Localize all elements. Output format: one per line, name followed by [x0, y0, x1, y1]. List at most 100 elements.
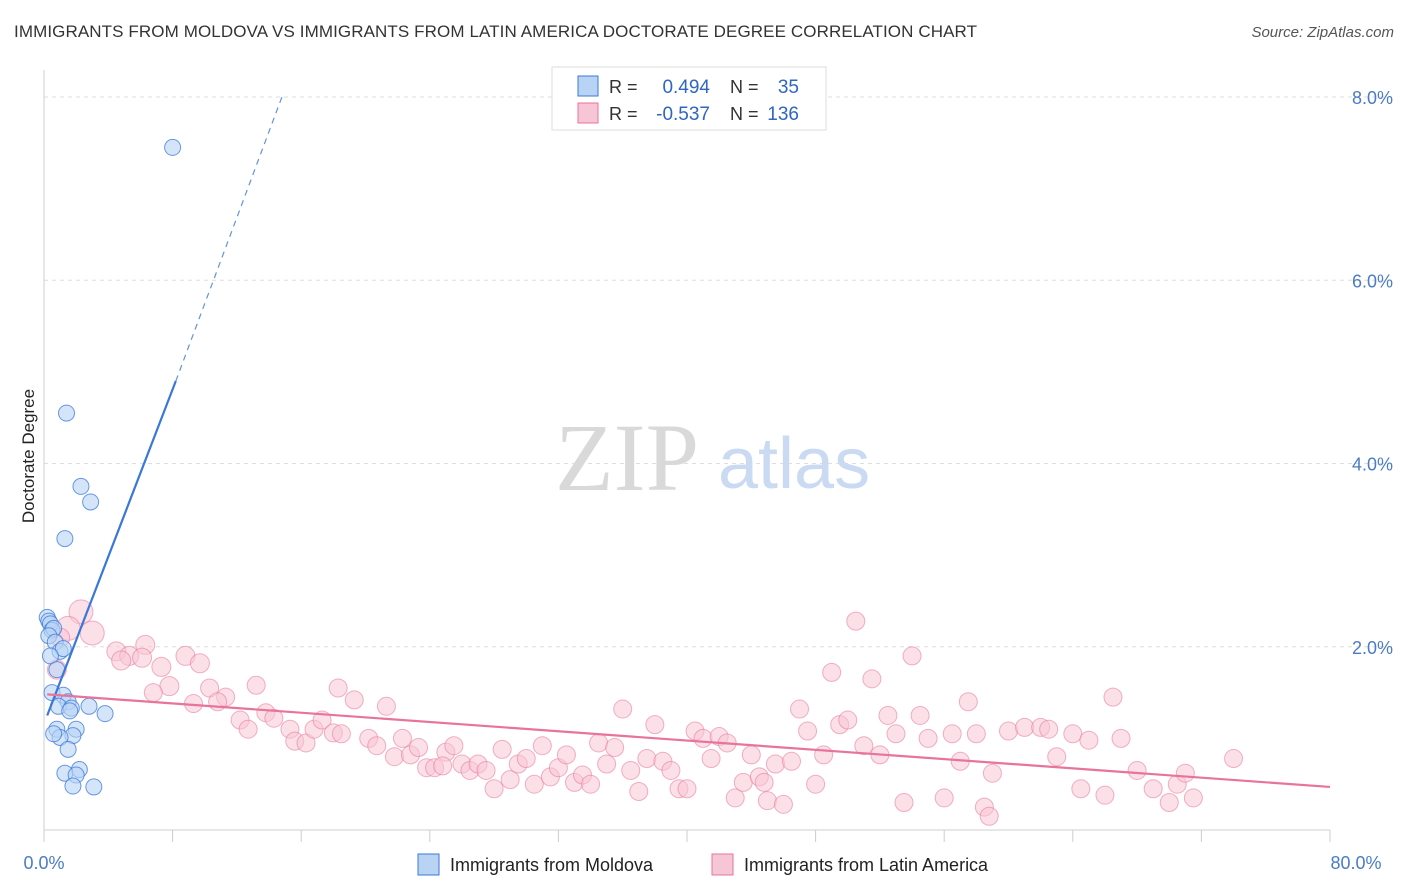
point-latin-america: [384, 747, 404, 767]
point-latin-america: [661, 760, 681, 780]
point-latin-america: [1039, 719, 1059, 739]
point-latin-america: [790, 699, 810, 719]
point-latin-america: [894, 793, 914, 813]
point-latin-america: [1183, 788, 1203, 808]
point-latin-america: [733, 772, 753, 792]
trend-lines: [46, 96, 1331, 789]
point-latin-america: [918, 728, 938, 748]
trend-line-moldova-extrapolated: [175, 96, 283, 382]
y-axis-label: Doctorate Degree: [19, 389, 38, 523]
point-latin-america: [331, 724, 351, 744]
point-latin-america: [605, 738, 625, 758]
stats-n-value-latam: 136: [767, 104, 799, 125]
point-latin-america: [781, 751, 801, 771]
point-latin-america: [1071, 779, 1091, 799]
point-latin-america: [151, 656, 172, 677]
stats-n-label-latam: N =: [730, 104, 759, 124]
point-latin-america: [376, 696, 396, 716]
legend-label-moldova: Immigrants from Moldova: [450, 855, 654, 875]
stats-swatch-latam: [577, 102, 599, 124]
point-latin-america: [1159, 793, 1179, 813]
point-latin-america: [532, 736, 552, 756]
y-tick-label: 2.0%: [1352, 638, 1393, 658]
point-latin-america: [344, 690, 364, 710]
point-latin-america: [854, 736, 874, 756]
point-latin-america: [999, 721, 1018, 741]
y-tick-label: 8.0%: [1352, 88, 1393, 108]
point-latin-america: [725, 788, 745, 808]
point-moldova: [59, 740, 77, 758]
stats-n-label-moldova: N =: [730, 77, 759, 97]
point-moldova: [41, 647, 59, 665]
point-latin-america: [444, 736, 464, 756]
point-latin-america: [798, 721, 818, 741]
point-latin-america: [958, 692, 978, 712]
point-moldova: [58, 404, 76, 422]
point-latin-america: [982, 763, 1002, 783]
trend-line-moldova: [46, 380, 177, 716]
point-latin-america: [238, 719, 258, 739]
point-latin-america: [637, 749, 657, 769]
point-latin-america: [806, 774, 826, 794]
point-latin-america: [838, 710, 858, 730]
point-latin-america: [1015, 717, 1035, 737]
stats-legend: R = 0.494 N = 35 R = -0.537 N = 136: [551, 66, 827, 131]
point-latin-america: [1079, 730, 1099, 750]
point-moldova: [45, 725, 63, 743]
point-latin-america: [500, 770, 520, 790]
series-legend: Immigrants from Moldova Immigrants from …: [417, 853, 989, 876]
point-latin-america: [966, 724, 986, 744]
point-latin-america: [433, 756, 453, 776]
series-latin-america: [46, 599, 1244, 826]
point-latin-america: [934, 788, 954, 808]
point-latin-america: [581, 774, 601, 794]
point-latin-america: [1103, 687, 1123, 707]
watermark-zip: ZIP: [555, 404, 699, 511]
point-latin-america: [367, 736, 387, 756]
point-latin-america: [862, 669, 882, 689]
point-moldova: [54, 640, 72, 658]
point-latin-america: [629, 782, 649, 802]
point-latin-america: [878, 705, 898, 725]
point-latin-america: [822, 662, 842, 682]
watermark: ZIP atlas: [555, 404, 870, 511]
point-latin-america: [1063, 724, 1083, 744]
point-moldova: [82, 493, 100, 511]
point-latin-america: [677, 779, 697, 799]
point-latin-america: [524, 774, 544, 794]
gridlines: [44, 96, 1392, 648]
point-latin-america: [765, 754, 785, 774]
stats-r-label-latam: R =: [609, 104, 638, 124]
stats-n-value-moldova: 35: [778, 77, 799, 98]
point-latin-america: [773, 794, 793, 814]
point-latin-america: [1143, 779, 1163, 799]
point-moldova: [56, 530, 74, 548]
point-latin-america: [1175, 763, 1195, 783]
point-latin-america: [757, 791, 777, 811]
point-latin-america: [79, 620, 105, 646]
legend-label-latam: Immigrants from Latin America: [744, 855, 989, 875]
stats-r-value-moldova: 0.494: [662, 77, 710, 98]
point-latin-america: [910, 705, 930, 725]
legend-swatch-latam: [711, 853, 734, 876]
point-latin-america: [1047, 747, 1067, 767]
x-axis-ticks: [43, 830, 1331, 842]
point-moldova: [61, 702, 79, 720]
stats-r-label-moldova: R =: [609, 77, 638, 97]
point-latin-america: [409, 738, 429, 758]
watermark-atlas: atlas: [718, 424, 870, 504]
point-latin-america: [516, 749, 536, 769]
point-latin-america: [589, 733, 609, 753]
point-latin-america: [189, 653, 210, 674]
x-tick-label-min: 0.0%: [23, 853, 64, 873]
point-latin-america: [1224, 749, 1244, 769]
point-latin-america: [645, 715, 665, 735]
point-moldova: [85, 778, 103, 796]
point-latin-america: [392, 728, 412, 748]
point-latin-america: [264, 708, 284, 728]
point-latin-america: [701, 749, 721, 769]
point-latin-america: [621, 760, 641, 780]
y-tick-label: 6.0%: [1352, 271, 1393, 291]
point-latin-america: [902, 646, 922, 666]
